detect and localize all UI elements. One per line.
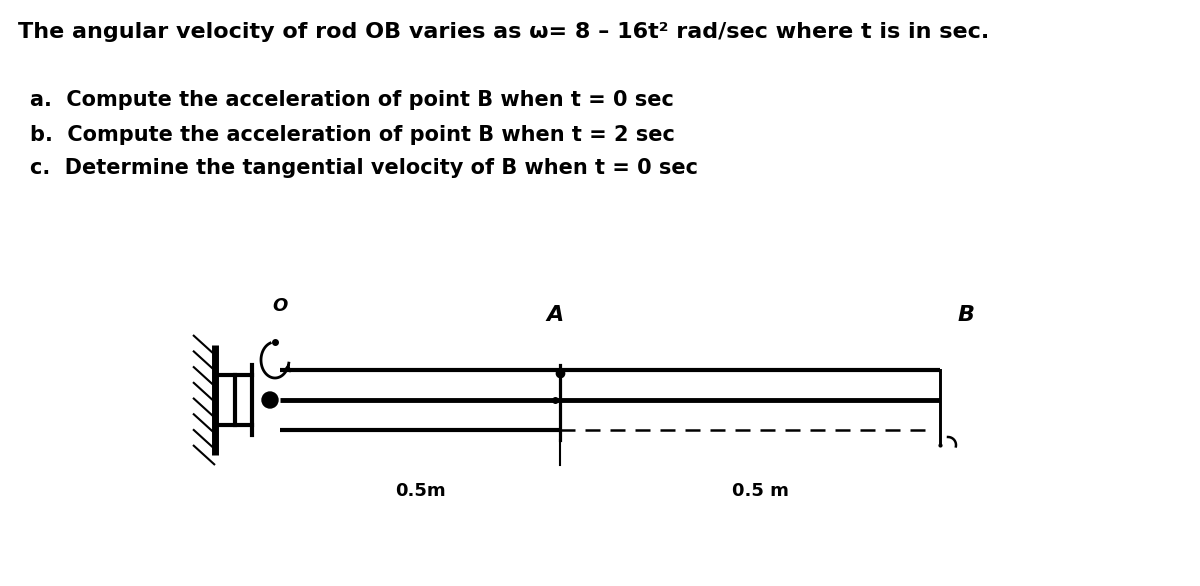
Text: c.  Determine the tangential velocity of B when t = 0 sec: c. Determine the tangential velocity of … — [30, 158, 698, 178]
Text: B: B — [958, 305, 974, 325]
Text: O: O — [272, 297, 288, 315]
Text: 0.5 m: 0.5 m — [732, 482, 788, 500]
Circle shape — [262, 392, 278, 408]
Text: a.  Compute the acceleration of point B when t = 0 sec: a. Compute the acceleration of point B w… — [30, 90, 674, 110]
Text: 0.5m: 0.5m — [395, 482, 445, 500]
Text: b.  Compute the acceleration of point B when t = 2 sec: b. Compute the acceleration of point B w… — [30, 125, 674, 145]
Text: A: A — [546, 305, 564, 325]
Text: The angular velocity of rod OB varies as ω= 8 – 16t² rad/sec where t is in sec.: The angular velocity of rod OB varies as… — [18, 22, 989, 42]
